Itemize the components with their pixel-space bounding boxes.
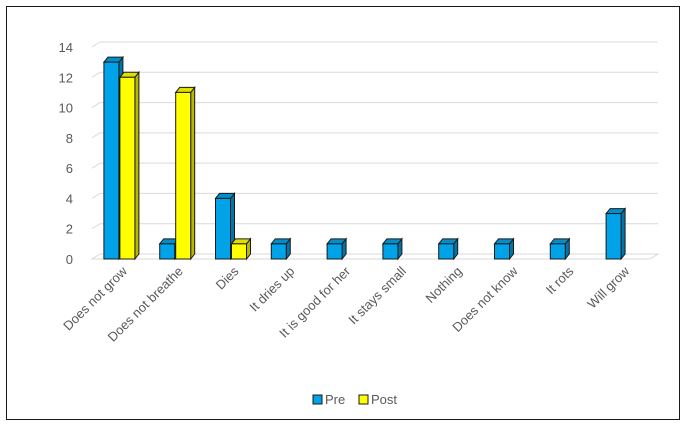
bar-top [437, 238, 459, 245]
x-tick-label: Will grow [584, 263, 632, 311]
gridline-diag [91, 71, 101, 78]
legend-label-post: Post [371, 392, 397, 407]
legend-swatch-post [358, 394, 369, 405]
y-tick-label: 8 [66, 131, 73, 146]
bar-side [190, 86, 196, 261]
x-tick-label: Nothing [423, 264, 465, 306]
gridline-diag [91, 41, 101, 48]
x-tick-label: It rots [543, 263, 577, 297]
bar-top [102, 56, 124, 63]
bar-front [103, 61, 120, 260]
bar-front [231, 243, 247, 260]
bar-top [549, 238, 571, 245]
bar-front [326, 243, 343, 260]
bar-pre-4 [270, 237, 292, 261]
bar-top [326, 238, 348, 245]
legend-label-pre: Pre [325, 392, 345, 407]
bar-pre-9 [549, 237, 571, 261]
y-tick-label: 14 [59, 40, 73, 55]
bar-front [270, 243, 287, 260]
bar-front [215, 197, 231, 260]
bar-top [118, 71, 140, 78]
gridline-diag [91, 102, 101, 108]
bar-front [175, 91, 192, 260]
x-tick-label: It dries up [246, 264, 297, 315]
bar-post-1 [118, 70, 140, 261]
y-tick-label: 6 [66, 161, 73, 176]
bar-top [230, 238, 252, 245]
bar-front [494, 243, 510, 260]
bar-top [214, 192, 236, 199]
bar-front [382, 243, 399, 260]
bar-pre-7 [437, 237, 459, 261]
bar-pre-8 [493, 237, 515, 261]
y-axis: 0 2 4 6 8 10 12 14 [59, 40, 73, 267]
legend: Pre Post [312, 392, 397, 407]
x-tick-label: Dies [213, 263, 242, 292]
bar-side [620, 207, 626, 261]
bar-top [270, 238, 292, 245]
y-tick-label: 12 [59, 70, 73, 85]
bar-front [605, 213, 622, 260]
gridline-diag [91, 193, 101, 199]
bar-top [174, 86, 196, 93]
bar-front [159, 243, 176, 260]
bar-top [493, 238, 515, 245]
chart-floor [90, 253, 660, 260]
bar-top [381, 238, 403, 245]
y-tick-label: 0 [66, 252, 73, 267]
y-tick-label: 10 [59, 101, 73, 116]
bar-top [605, 208, 627, 215]
bar-front [119, 76, 136, 260]
gridline-diag [91, 132, 101, 139]
x-tick-label: It stays small [345, 263, 409, 327]
gridline-diag [91, 223, 101, 230]
bar-pre-10 [605, 207, 627, 261]
bar-pre-6 [381, 237, 403, 261]
bar-front [438, 243, 455, 260]
bar-post-3 [230, 237, 252, 261]
y-tick-label: 4 [66, 191, 73, 206]
bar-pre-5 [326, 237, 348, 261]
bar-post-2 [174, 86, 196, 261]
gridline-diag [91, 162, 101, 169]
y-tick-label: 2 [66, 222, 73, 237]
bar-front [549, 243, 566, 260]
bars [102, 55, 627, 261]
bar-side [134, 70, 140, 261]
legend-swatch-pre [312, 394, 323, 405]
